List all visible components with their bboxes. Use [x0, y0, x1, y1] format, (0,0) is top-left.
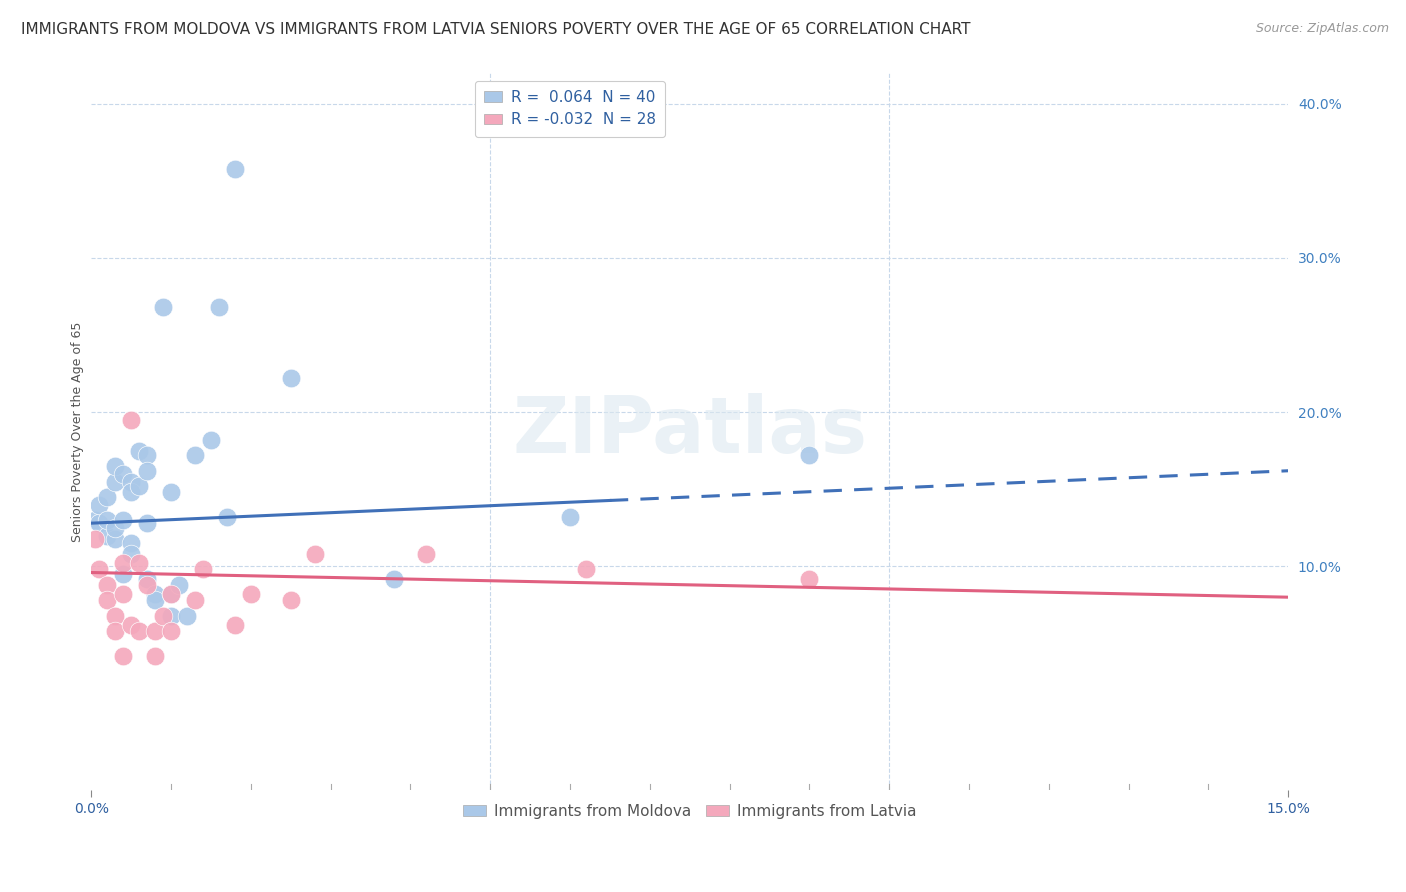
Point — [84, 513, 107, 527]
Point — [280, 371, 302, 385]
Point — [112, 648, 135, 663]
Text: IMMIGRANTS FROM MOLDOVA VS IMMIGRANTS FROM LATVIA SENIORS POVERTY OVER THE AGE O: IMMIGRANTS FROM MOLDOVA VS IMMIGRANTS FR… — [21, 22, 970, 37]
Point — [176, 608, 198, 623]
Point — [104, 521, 127, 535]
Point — [143, 587, 166, 601]
Point — [104, 624, 127, 639]
Point — [120, 413, 142, 427]
Point — [239, 587, 262, 601]
Point — [120, 475, 142, 489]
Y-axis label: Seniors Poverty Over the Age of 65: Seniors Poverty Over the Age of 65 — [72, 321, 84, 541]
Point — [89, 562, 111, 576]
Point — [96, 593, 118, 607]
Point — [120, 485, 142, 500]
Point — [136, 572, 159, 586]
Text: Source: ZipAtlas.com: Source: ZipAtlas.com — [1256, 22, 1389, 36]
Point — [128, 479, 150, 493]
Point — [224, 161, 246, 176]
Point — [112, 513, 135, 527]
Point — [184, 593, 207, 607]
Point — [167, 578, 190, 592]
Point — [128, 443, 150, 458]
Point — [120, 618, 142, 632]
Point — [799, 572, 821, 586]
Point — [799, 448, 821, 462]
Point — [96, 490, 118, 504]
Point — [96, 578, 118, 592]
Point — [304, 547, 326, 561]
Point — [558, 510, 581, 524]
Point — [143, 624, 166, 639]
Point — [89, 498, 111, 512]
Point — [160, 624, 183, 639]
Point — [136, 578, 159, 592]
Point — [112, 587, 135, 601]
Point — [152, 301, 174, 315]
Point — [128, 556, 150, 570]
Point — [128, 624, 150, 639]
Point — [208, 301, 231, 315]
Point — [143, 593, 166, 607]
Point — [104, 475, 127, 489]
Point — [89, 516, 111, 531]
Point — [120, 536, 142, 550]
Point — [280, 593, 302, 607]
Point — [112, 567, 135, 582]
Point — [96, 513, 118, 527]
Point — [160, 587, 183, 601]
Legend: Immigrants from Moldova, Immigrants from Latvia: Immigrants from Moldova, Immigrants from… — [457, 798, 922, 825]
Point — [575, 562, 598, 576]
Point — [191, 562, 214, 576]
Point — [200, 433, 222, 447]
Point — [96, 528, 118, 542]
Point — [415, 547, 437, 561]
Point — [84, 532, 107, 546]
Point — [136, 448, 159, 462]
Point — [160, 485, 183, 500]
Point — [112, 467, 135, 481]
Point — [120, 547, 142, 561]
Text: ZIPatlas: ZIPatlas — [512, 393, 868, 469]
Point — [160, 608, 183, 623]
Point — [152, 608, 174, 623]
Point — [160, 587, 183, 601]
Point — [112, 556, 135, 570]
Point — [104, 608, 127, 623]
Point — [104, 532, 127, 546]
Point — [104, 459, 127, 474]
Point — [136, 516, 159, 531]
Point — [184, 448, 207, 462]
Point — [136, 464, 159, 478]
Point — [215, 510, 238, 524]
Point — [224, 618, 246, 632]
Point — [384, 572, 406, 586]
Point — [143, 648, 166, 663]
